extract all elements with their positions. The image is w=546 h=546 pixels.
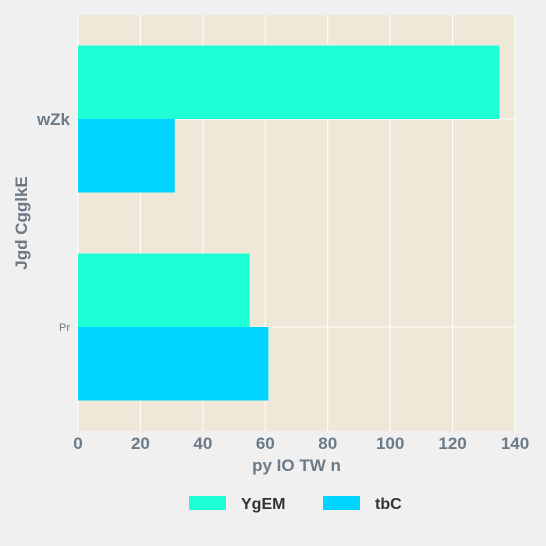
x-tick-label: 140 — [501, 434, 529, 453]
x-tick-label: 0 — [73, 434, 82, 453]
x-axis-title: py IO TW n — [252, 456, 341, 475]
y-tick-label: Pr — [59, 322, 70, 334]
legend-swatch-tbC — [323, 496, 360, 510]
legend-swatch-YgEM — [189, 496, 226, 510]
y-axis-ticks: wZk Pr — [36, 110, 71, 334]
y-axis-title: Jgd CgglkE — [12, 176, 31, 270]
x-tick-label: 100 — [376, 434, 404, 453]
bar-YgEM-Pr — [78, 253, 250, 327]
x-tick-label: 60 — [256, 434, 275, 453]
x-tick-label: 120 — [438, 434, 466, 453]
x-axis-ticks: 0 20 40 60 80 100 120 140 — [73, 434, 529, 453]
bar-tbC-wZk — [78, 119, 175, 193]
bar-YgEM-wZk — [78, 45, 500, 119]
bars — [78, 45, 500, 401]
legend-label-tbC: tbC — [375, 496, 402, 513]
y-tick-label: wZk — [36, 110, 71, 129]
x-tick-label: 40 — [193, 434, 212, 453]
x-tick-label: 80 — [318, 434, 337, 453]
legend: YgEM tbC — [189, 496, 402, 513]
legend-label-YgEM: YgEM — [241, 496, 285, 513]
x-tick-label: 20 — [131, 434, 150, 453]
bar-tbC-Pr — [78, 327, 269, 401]
